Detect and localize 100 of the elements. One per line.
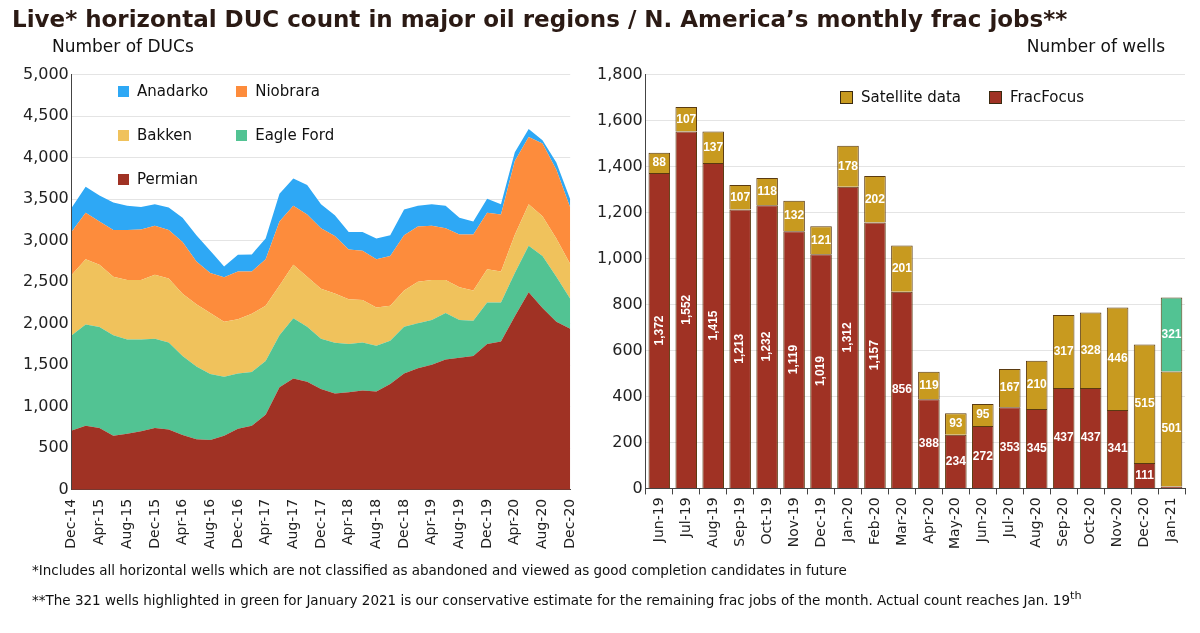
x-tick-label: Jul-20 [1000, 497, 1017, 539]
x-tick-label: Aug-18 [367, 498, 384, 549]
data-label: 341 [1107, 441, 1128, 456]
data-label: 201 [891, 260, 913, 275]
x-tick-label: Aug-19 [703, 497, 720, 548]
x-tick-label: Aug-20 [533, 498, 550, 549]
x-tick-label: Jun-19 [649, 497, 666, 544]
y-tick-label: 1,000 [596, 247, 643, 267]
y-tick-label: 3,000 [22, 229, 69, 249]
legend-label: Permian [137, 170, 199, 188]
y-tick-label: 600 [612, 339, 643, 359]
legend-label: Eagle Ford [255, 126, 335, 144]
x-tick-label: Oct-20 [1081, 497, 1098, 545]
x-tick-label: Apr-19 [422, 498, 439, 545]
x-tick-label: Aug-17 [283, 498, 300, 549]
x-tick-label: Apr-20 [505, 498, 522, 545]
y-tick-label: 2,500 [22, 271, 69, 291]
y-tick-label: 800 [612, 293, 643, 313]
legend-label: Anadarko [137, 82, 209, 100]
x-tick-label: Dec-14 [62, 498, 79, 549]
x-tick-label: Apr-15 [90, 498, 107, 545]
x-tick-label: Apr-20 [919, 497, 936, 544]
data-label: 88 [652, 155, 667, 170]
data-label: 119 [919, 377, 939, 392]
x-tick-label: Jan-20 [838, 497, 855, 543]
x-tick-label: Aug-16 [200, 498, 217, 549]
y-tick-label: 1,500 [22, 354, 69, 374]
y-tick-label: 1,800 [596, 63, 643, 83]
x-tick-label: Aug-20 [1027, 497, 1044, 548]
data-label: 1,552 [678, 294, 693, 325]
text: **The 321 wells highlighted in green for January 2021 is our conservative estimate for the remaining frac jobs of the month. Actual count reaches Jan. 19$^{th}$ [32, 588, 1082, 610]
data-label: 345 [1026, 440, 1048, 455]
data-label: 1,232 [759, 331, 774, 362]
data-label: 107 [730, 189, 751, 204]
y-tick-label: 5,000 [22, 63, 69, 83]
data-label: 95 [976, 407, 990, 422]
y-tick-label: 1,400 [596, 155, 643, 175]
data-label: 210 [1026, 377, 1048, 392]
x-tick-label: Apr-16 [173, 498, 190, 545]
data-label: 137 [703, 139, 724, 154]
data-label: 1,372 [651, 315, 666, 346]
y-axis-title: Number of DUCs [52, 36, 194, 56]
data-label: 446 [1107, 351, 1128, 366]
data-label: 234 [945, 453, 967, 468]
data-label: 1,312 [840, 322, 855, 353]
x-tick-label: Dec-16 [228, 498, 245, 549]
data-label: 1,119 [786, 344, 801, 375]
x-tick-label: Jun-20 [973, 497, 990, 544]
x-tick-label: Dec-19 [477, 498, 494, 549]
y-tick-label: 400 [612, 385, 643, 405]
y-tick-label: 0 [58, 478, 69, 498]
data-label: 388 [918, 435, 940, 450]
x-tick-label: Oct-19 [757, 497, 774, 545]
data-label: 121 [811, 232, 832, 247]
data-label: 202 [864, 191, 886, 206]
x-tick-label: Apr-17 [256, 498, 273, 545]
y-tick-label: 0 [632, 477, 643, 497]
data-label: 132 [784, 208, 805, 223]
data-label: 501 [1161, 421, 1182, 436]
x-tick-label: Jan-21 [1162, 497, 1179, 543]
data-label: 118 [757, 183, 778, 198]
data-label: 272 [972, 449, 994, 464]
data-label: 93 [949, 416, 963, 431]
y-tick-label: 2,000 [22, 312, 69, 332]
x-tick-label: Apr-18 [339, 498, 356, 545]
data-label: 437 [1053, 430, 1075, 445]
data-label: 515 [1134, 396, 1155, 411]
legend-label: FracFocus [1010, 88, 1084, 106]
y-tick-label: 3,500 [22, 188, 69, 208]
x-tick-label: Sep-20 [1054, 497, 1071, 547]
x-tick-label: Dec-20 [1135, 497, 1152, 548]
x-tick-label: Dec-18 [394, 498, 411, 549]
y-tick-label: 200 [612, 431, 643, 451]
data-label: 1,415 [705, 310, 720, 341]
x-tick-label: Mar-20 [892, 497, 909, 546]
data-label: 321 [1161, 326, 1182, 341]
data-label: 111 [1135, 467, 1155, 482]
data-label: 1,019 [813, 355, 828, 387]
data-label: 107 [676, 111, 697, 126]
y-axis-title: Number of wells [1026, 36, 1165, 56]
x-tick-label: Dec-19 [811, 497, 828, 548]
legend-label: Niobrara [255, 82, 320, 100]
legend-label: Bakken [137, 126, 193, 144]
x-tick-label: Sep-19 [730, 497, 747, 547]
x-tick-label: Dec-15 [145, 498, 162, 549]
y-tick-label: 4,500 [22, 105, 69, 125]
y-tick-label: 1,000 [22, 395, 69, 415]
x-tick-label: Dec-17 [311, 498, 328, 549]
data-label: 167 [999, 380, 1021, 395]
data-label: 317 [1053, 343, 1075, 358]
data-label: 353 [999, 439, 1021, 454]
data-label: 328 [1080, 342, 1101, 357]
text: *Includes all horizontal wells which are not classified as abandoned and viewed as good completion candidates in future [32, 561, 848, 580]
data-label: 178 [837, 158, 859, 173]
x-tick-label: Nov-20 [1108, 497, 1125, 548]
x-tick-label: Dec-20 [560, 498, 577, 549]
y-tick-label: 500 [38, 437, 69, 457]
data-label: 856 [891, 382, 913, 397]
data-label: 1,213 [732, 333, 747, 364]
chart-title: Live* horizontal DUC count in major oil regions / N. America’s monthly frac jobs** [12, 6, 1068, 32]
